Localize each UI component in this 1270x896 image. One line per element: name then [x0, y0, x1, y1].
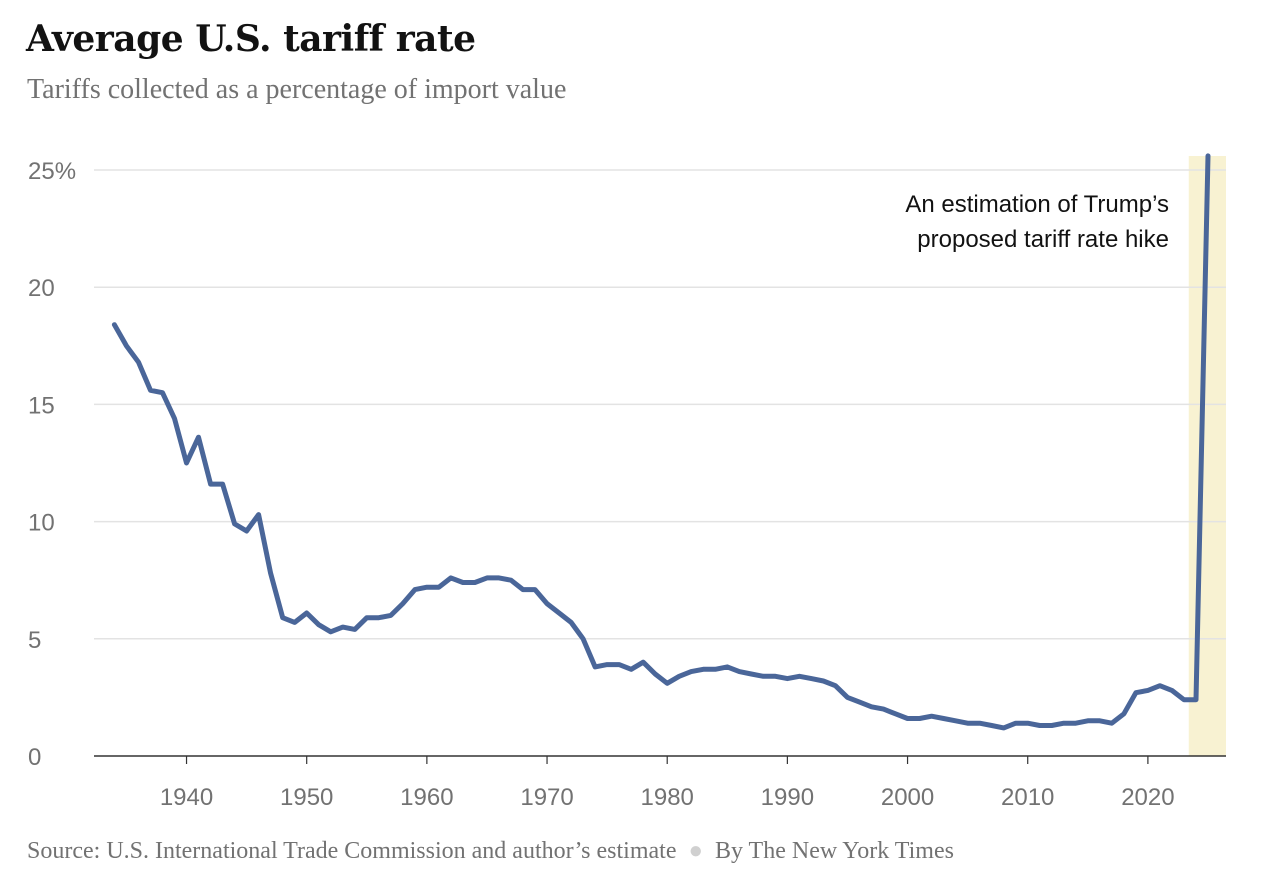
x-tick-label: 1960	[400, 784, 453, 811]
chart-title: Average U.S. tariff rate	[26, 18, 476, 60]
y-tick-label: 5	[28, 627, 41, 654]
x-tick-label: 1990	[761, 784, 814, 811]
x-tick-label: 2010	[1001, 784, 1054, 811]
annotation-text: An estimation of Trump’s	[905, 191, 1169, 218]
y-tick-label: 0	[28, 744, 41, 771]
annotation-text: proposed tariff rate hike	[917, 226, 1169, 253]
separator-dot: ●	[688, 838, 703, 864]
x-tick-label: 1980	[641, 784, 694, 811]
y-tick-label: 25%	[28, 158, 76, 185]
x-tick-label: 1970	[520, 784, 573, 811]
x-tick-label: 1950	[280, 784, 333, 811]
y-tick-label: 10	[28, 510, 55, 537]
source-note: Source: U.S. International Trade Commiss…	[27, 838, 677, 864]
y-tick-label: 20	[28, 275, 55, 302]
x-tick-label: 1940	[160, 784, 213, 811]
chart-subtitle: Tariffs collected as a percentage of imp…	[27, 74, 567, 105]
x-tick-label: 2000	[881, 784, 934, 811]
byline: By The New York Times	[714, 838, 954, 864]
x-tick-label: 2020	[1121, 784, 1174, 811]
tariff-rate-line	[111, 153, 1211, 731]
y-tick-label: 15	[28, 392, 55, 419]
chart-footer: Source: U.S. International Trade Commiss…	[27, 838, 954, 865]
